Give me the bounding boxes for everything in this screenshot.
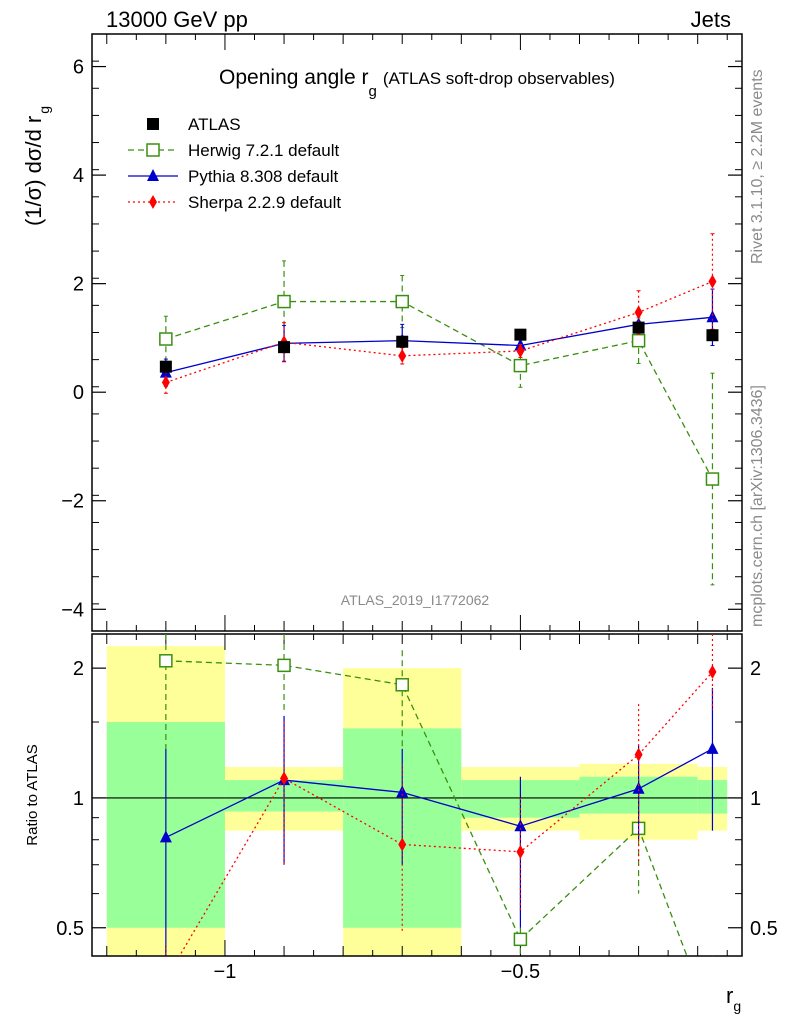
ratio-tick-label-right: 1 (750, 788, 761, 810)
y-tick-label: −4 (61, 599, 84, 621)
ratio-tick-label-right: 2 (750, 658, 761, 680)
point-atlas (159, 360, 172, 373)
x-tick-label: −1 (214, 961, 237, 983)
ratio-point-pythia-8-308-default (514, 819, 527, 832)
legend: ATLAS Herwig 7.2.1 default Pythia 8.308 de… (128, 115, 341, 212)
y-axis-label: (1/σ) dσ/d r g (21, 106, 52, 226)
series-atlas (159, 321, 719, 373)
ratio-tick-label-right: 0.5 (750, 918, 778, 940)
ratio-line-herwig-7-2-1-default (165, 660, 688, 956)
ratio-line-pythia-8-308-default (165, 748, 713, 838)
header-left: 13000 GeV pp (106, 7, 248, 32)
ratio-series-sherpa-2-2-9-default (165, 634, 717, 956)
ratio-panel-frame (91, 633, 743, 957)
ratio-point-herwig-7-2-1-default (159, 654, 173, 668)
chart-title: Opening angle rg (ATLAS soft-drop observa… (219, 66, 615, 100)
point-herwig-7-2-1-default (395, 294, 409, 309)
x-axis-label-sub: g (733, 998, 741, 1014)
point-herwig-7-2-1-default (513, 358, 528, 373)
point-sherpa-2-2-9-default (161, 375, 170, 390)
point-herwig-7-2-1-default (277, 294, 291, 309)
ratio-point-pythia-8-308-default (159, 830, 172, 843)
analysis-id: ATLAS_2019_I1772062 (341, 592, 490, 608)
ratio-uncertainty-bands (92, 646, 742, 956)
line-sherpa-2-2-9-default (165, 280, 713, 384)
ratio-point-herwig-7-2-1-default (277, 658, 291, 673)
y-tick-label: 0 (73, 382, 84, 404)
legend-label-sherpa-2-2-9-default: Sherpa 2.2.9 default (188, 193, 341, 212)
ratio-point-sherpa-2-2-9-default (398, 837, 407, 852)
ratio-y-axis-label: Ratio to ATLAS (24, 744, 41, 845)
chart-title-sub: g (368, 83, 376, 100)
legend-marker-sherpa-2-2-9-default (149, 195, 157, 209)
y-tick-label: −2 (61, 491, 84, 513)
point-sherpa-2-2-9-default (708, 274, 717, 289)
ratio-series-herwig-7-2-1-default (159, 634, 688, 956)
legend-label-herwig-7-2-1-default: Herwig 7.2.1 default (188, 141, 339, 160)
legend-label-pythia-8-308-default: Pythia 8.308 default (188, 167, 339, 186)
x-tick-label: −0.5 (501, 961, 540, 983)
ratio-point-sherpa-2-2-9-default (708, 664, 717, 679)
legend-item-herwig-7-2-1-default: Herwig 7.2.1 default (128, 141, 339, 160)
series-herwig-7-2-1-default (159, 260, 720, 586)
point-herwig-7-2-1-default (705, 472, 720, 486)
ratio-series-pythia-8-308-default (159, 687, 719, 956)
y-tick-label: 6 (73, 57, 84, 79)
ratio-point-pythia-8-308-default (396, 785, 409, 798)
point-sherpa-2-2-9-default (398, 348, 407, 363)
point-pythia-8-308-default (706, 310, 719, 323)
y-axis-label-sub: g (36, 106, 52, 114)
ratio-point-herwig-7-2-1-default (513, 932, 528, 947)
legend-label-atlas: ATLAS (188, 115, 241, 134)
x-axis-label: rg (726, 983, 741, 1014)
axes: −4 −2 0 2 4 6 −1 −0.5 0.5 0.5 1 1 2 2 (56, 33, 778, 983)
ratio-tick-label-left: 1 (73, 788, 84, 810)
legend-marker-atlas (147, 118, 159, 130)
ratio-tick-label-left: 0.5 (56, 918, 84, 940)
series-layer (159, 233, 720, 956)
ratio-point-sherpa-2-2-9-default (516, 844, 525, 859)
y-axis-label-main: (1/σ) dσ/d r (21, 116, 46, 226)
point-atlas (632, 321, 645, 334)
mcplots-label: mcplots.cern.ch [arXiv:1306.3436] (749, 385, 766, 627)
header-right: Jets (691, 7, 731, 32)
legend-item-atlas: ATLAS (147, 115, 241, 134)
legend-marker-pythia-8-308-default (147, 169, 159, 181)
ratio-point-pythia-8-308-default (632, 781, 645, 794)
legend-item-pythia-8-308-default: Pythia 8.308 default (128, 167, 339, 186)
ratio-point-sherpa-2-2-9-default (280, 771, 289, 786)
legend-marker-herwig-7-2-1-default (146, 143, 160, 157)
point-herwig-7-2-1-default (631, 333, 646, 348)
point-atlas (396, 335, 409, 348)
point-herwig-7-2-1-default (159, 332, 173, 346)
point-sherpa-2-2-9-default (516, 343, 525, 358)
point-atlas (514, 328, 527, 341)
ratio-point-pythia-8-308-default (706, 741, 719, 754)
line-herwig-7-2-1-default (165, 300, 714, 480)
point-sherpa-2-2-9-default (634, 305, 643, 320)
ratio-point-sherpa-2-2-9-default (634, 747, 643, 762)
ratio-point-herwig-7-2-1-default (395, 678, 409, 692)
line-pythia-8-308-default (165, 316, 713, 374)
y-tick-label: 2 (73, 274, 84, 296)
legend-item-sherpa-2-2-9-default: Sherpa 2.2.9 default (128, 193, 341, 212)
chart-title-main: Opening angle r (219, 66, 368, 89)
x-axis-label-main: r (726, 983, 733, 1008)
point-atlas (278, 341, 291, 354)
chart-title-suffix: (ATLAS soft-drop observables) (383, 69, 615, 88)
point-atlas (706, 329, 719, 342)
rivet-label: Rivet 3.1.10, ≥ 2.2M events (749, 69, 766, 264)
y-tick-label: 4 (73, 165, 84, 187)
ratio-tick-label-left: 2 (73, 658, 84, 680)
